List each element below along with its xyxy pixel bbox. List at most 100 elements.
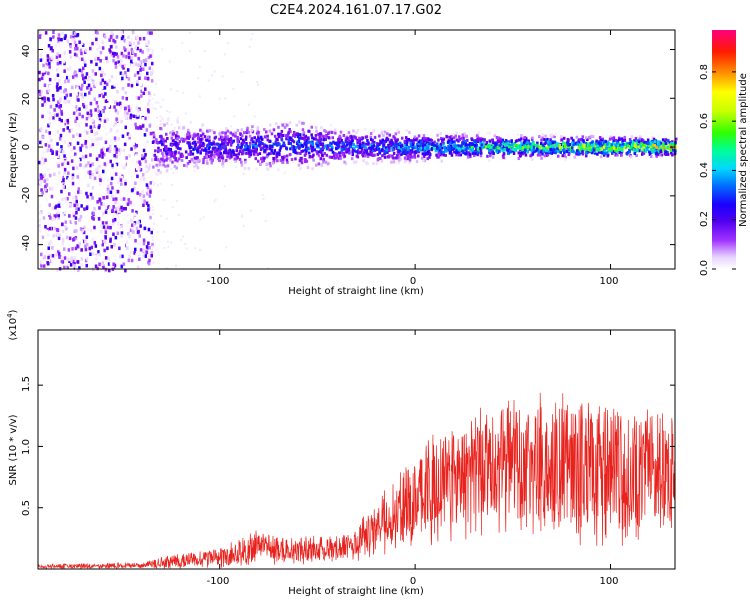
- spectrogram-cell: [279, 135, 282, 139]
- spectrogram-cell: [440, 146, 444, 150]
- spectrogram-cell: [132, 230, 135, 234]
- spectrogram-cell: [226, 155, 229, 159]
- spectrogram-cell: [213, 200, 216, 203]
- spectrogram-cell: [669, 148, 673, 152]
- spectrogram-cell: [57, 216, 60, 220]
- spectrogram-cell: [233, 153, 236, 157]
- spectrogram-ticks: [38, 30, 675, 269]
- spectrogram-cell: [470, 137, 473, 141]
- spectrogram-cell: [70, 128, 73, 132]
- spectrogram-cell: [51, 259, 54, 263]
- spectrogram-cell: [95, 37, 98, 42]
- spectrogram-cell: [38, 92, 42, 97]
- spectrogram-cell: [47, 108, 50, 113]
- spectrogram-cell: [112, 98, 115, 102]
- spectrogram-cell: [118, 101, 122, 106]
- spectrogram-cell: [73, 203, 76, 208]
- spectrogram-cell: [422, 158, 425, 162]
- spectrogram-cell: [388, 154, 391, 158]
- spectrogram-cell: [95, 123, 98, 128]
- spectrogram-cell: [213, 153, 216, 157]
- spectrogram-cell: [281, 158, 285, 162]
- spectrogram-cell: [208, 150, 211, 154]
- spectrogram-cell: [317, 154, 321, 158]
- spectrogram-cell: [67, 99, 71, 104]
- spectrogram-cell: [138, 76, 141, 80]
- spectrogram-cell: [505, 146, 508, 150]
- spectrogram-cell: [50, 56, 53, 60]
- spectrogram-cell: [633, 149, 637, 153]
- spectrogram-cell: [603, 153, 606, 157]
- spectrogram-cell: [546, 147, 549, 151]
- snr-ylabel: SNR (10 * v/v): [8, 414, 19, 485]
- spectrogram-cell: [295, 132, 299, 136]
- spectrogram-cell: [206, 138, 209, 142]
- spectrogram-cell: [133, 145, 137, 150]
- spectrogram-cell: [165, 267, 168, 269]
- spectrogram-cell: [159, 170, 162, 174]
- spectrogram-cell: [134, 247, 137, 252]
- spectrogram-cell: [589, 146, 592, 150]
- snr-xlabel: Height of straight line (km): [288, 586, 424, 597]
- spectrogram-cell: [251, 149, 254, 153]
- spectrogram-cell: [227, 149, 230, 153]
- spectrogram-cell: [102, 212, 105, 216]
- spectrogram-cell: [356, 141, 359, 145]
- spectrogram-cell: [369, 138, 373, 142]
- spectrogram-cell: [154, 145, 157, 148]
- colorbar-label: Normalized spectral amplitude: [738, 73, 749, 227]
- spectrogram-xtick-label: 100: [599, 276, 618, 287]
- spectrogram-cell: [376, 142, 379, 146]
- spectrogram-cell: [642, 146, 645, 150]
- spectrogram-cell: [659, 150, 662, 153]
- spectrogram-cell: [192, 134, 195, 138]
- spectrogram-cell: [135, 210, 138, 215]
- spectrogram-cell: [104, 210, 108, 214]
- spectrogram-cell: [590, 143, 594, 147]
- spectrogram-cell: [237, 143, 240, 147]
- spectrogram-cell: [343, 160, 346, 164]
- spectrogram-cell: [474, 152, 477, 155]
- colorbar-tick-label: 0.8: [699, 64, 710, 80]
- spectrogram-cell: [145, 183, 149, 187]
- spectrogram-cell: [128, 234, 131, 239]
- spectrogram-cell: [428, 142, 431, 145]
- spectrogram-cell: [83, 59, 86, 64]
- spectrogram-cell: [155, 82, 157, 85]
- spectrogram-cell: [454, 134, 457, 138]
- spectrogram-cell: [130, 83, 134, 88]
- spectrogram-cell: [130, 218, 133, 223]
- spectrogram-cell: [74, 105, 78, 109]
- spectrogram-cell: [298, 120, 301, 124]
- spectrogram-cell: [633, 152, 636, 155]
- figure-title: C2E4.2024.161.07.17.G02: [270, 3, 442, 18]
- spectrogram-cell: [560, 135, 563, 139]
- spectrogram-cell: [71, 247, 74, 251]
- spectrogram-cell: [235, 165, 238, 168]
- spectrogram-cell: [611, 137, 614, 140]
- spectrogram-cell: [132, 106, 135, 111]
- spectrogram-cell: [103, 72, 107, 77]
- spectrogram-cell: [571, 141, 574, 145]
- spectrogram-ytick-label: 40: [21, 45, 32, 58]
- spectrogram-cell: [462, 138, 465, 142]
- spectrogram-cell: [78, 68, 81, 73]
- spectrogram-cell: [642, 151, 646, 155]
- spectrogram-cell: [237, 152, 241, 156]
- spectrogram-cell: [392, 135, 395, 139]
- spectrogram-cell: [46, 177, 49, 182]
- spectrogram-cell: [199, 248, 202, 251]
- spectrogram-cell: [354, 160, 358, 164]
- snr-ticks: [38, 330, 675, 569]
- spectrogram-cell: [261, 160, 264, 164]
- spectrogram-cell: [195, 163, 198, 167]
- spectrogram-cell: [614, 144, 617, 147]
- spectrogram-cell: [396, 128, 400, 132]
- spectrogram-cell: [42, 216, 46, 220]
- spectrogram-cell: [464, 152, 467, 156]
- spectrogram-cell: [225, 246, 228, 249]
- spectrogram-cell: [145, 164, 148, 169]
- spectrogram-cell: [50, 242, 53, 247]
- spectrogram-cell: [126, 47, 130, 52]
- spectrogram-cell: [230, 154, 233, 158]
